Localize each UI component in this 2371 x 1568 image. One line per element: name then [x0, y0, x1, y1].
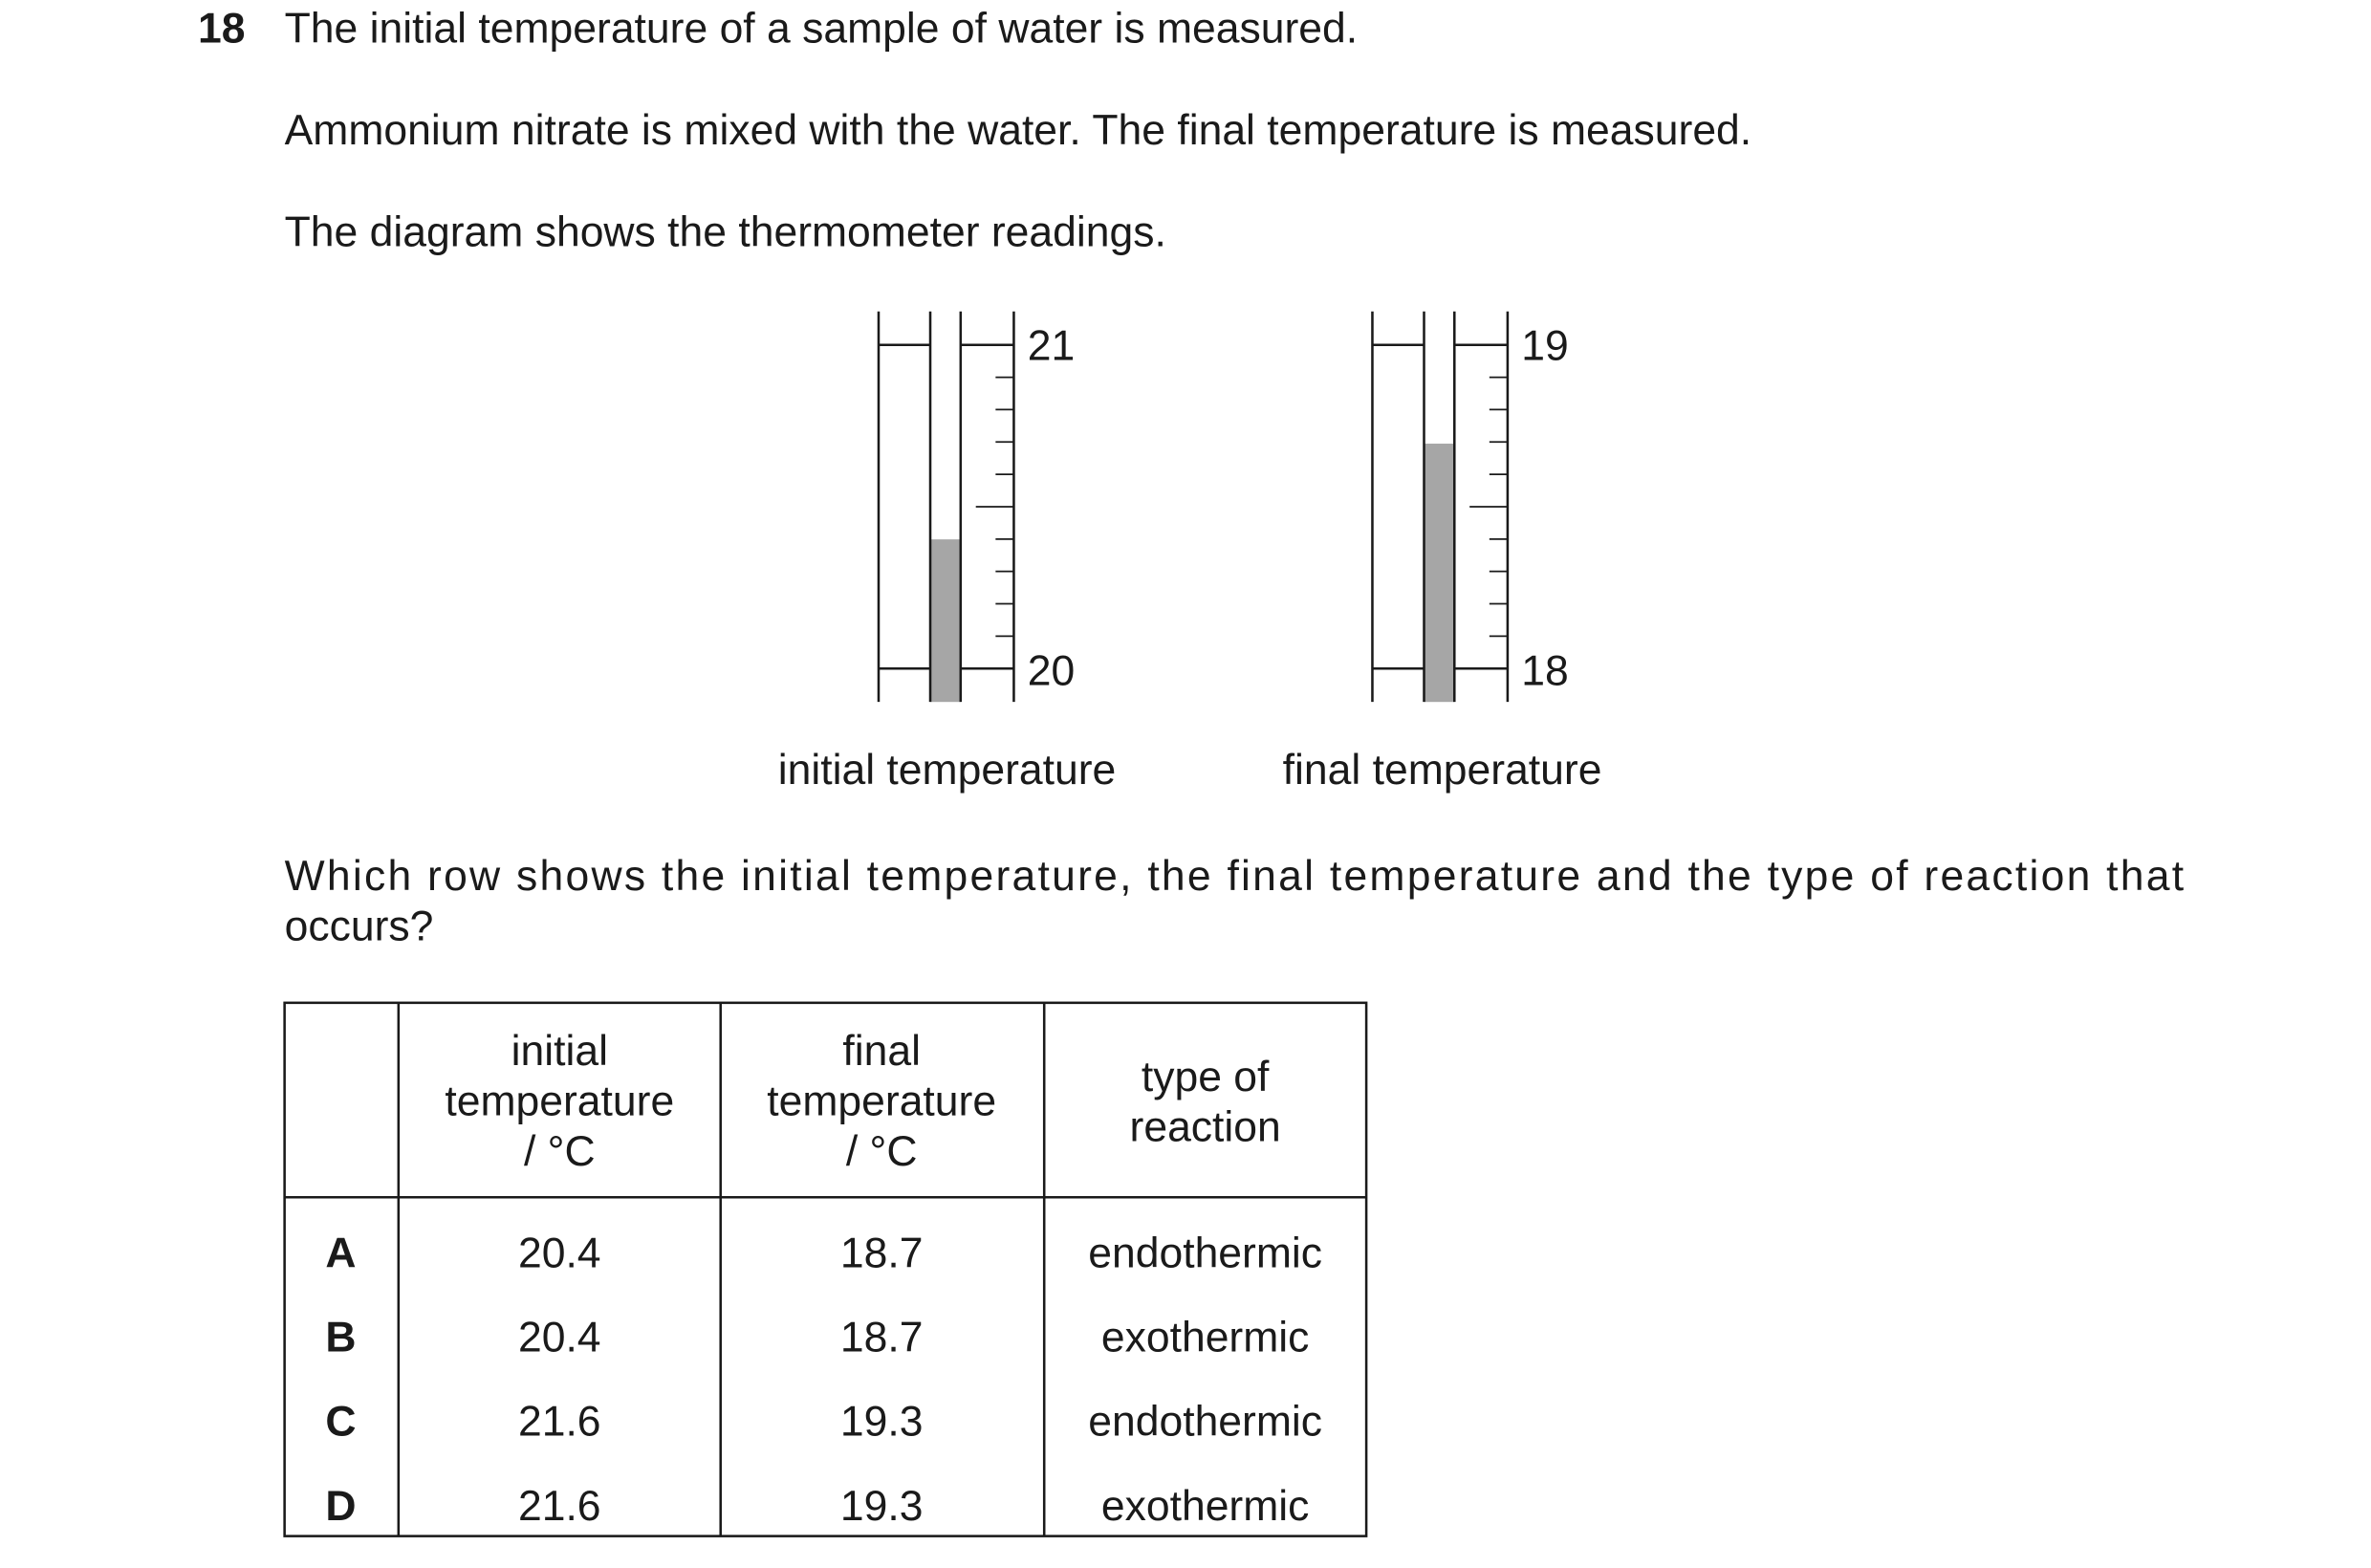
- table-header: final: [842, 1028, 921, 1075]
- table-body: A 20.4 18.7 endothermic B 20.4 18.7 exothermic C…: [325, 1230, 1322, 1530]
- table-cell: exothermic: [1101, 1315, 1310, 1361]
- table-border: [283, 1001, 1368, 1537]
- option-letter: D: [325, 1483, 356, 1530]
- scale-label: 21: [1028, 323, 1075, 370]
- thermometer-caption: final temperature: [1283, 747, 1602, 794]
- table-cell: 19.3: [840, 1483, 924, 1530]
- table-header: / °C: [524, 1128, 596, 1175]
- prompt-text: occurs?: [285, 904, 434, 950]
- table-cell: 20.4: [518, 1315, 601, 1361]
- scale-label: 18: [1521, 648, 1568, 695]
- table-header: initial: [511, 1028, 608, 1075]
- thermometer-diagram: 21 20 19 18: [877, 311, 1569, 703]
- table-cell: 21.6: [518, 1399, 601, 1446]
- table-cell: 18.7: [840, 1230, 924, 1276]
- thermometer-caption: initial temperature: [778, 747, 1117, 794]
- table-cell: endothermic: [1088, 1230, 1322, 1276]
- table-cell: 20.4: [518, 1230, 601, 1276]
- table-cell: 19.3: [840, 1399, 924, 1446]
- option-letter: C: [325, 1399, 356, 1446]
- option-letter: B: [325, 1315, 356, 1361]
- prompt-text: Which row shows the initial temperature,…: [285, 853, 2185, 900]
- table-header: temperature: [445, 1078, 674, 1124]
- table-cell: 21.6: [518, 1483, 601, 1530]
- mercury: [930, 539, 961, 703]
- question-text: Ammonium nitrate is mixed with the water…: [285, 107, 1752, 154]
- question-text: The initial temperature of a sample of w…: [285, 5, 1359, 52]
- table-cell: endothermic: [1088, 1399, 1322, 1446]
- table-cell: exothermic: [1101, 1483, 1310, 1530]
- table-header: type of: [1142, 1054, 1270, 1100]
- scale-label: 19: [1521, 323, 1568, 370]
- table-cell: 18.7: [840, 1315, 924, 1361]
- option-letter: A: [325, 1230, 356, 1276]
- scale-label: 20: [1028, 648, 1075, 695]
- table-header: reaction: [1130, 1103, 1281, 1150]
- table-header: / °C: [846, 1128, 918, 1175]
- mercury: [1424, 444, 1455, 703]
- question-text: The diagram shows the thermometer readin…: [285, 208, 1166, 255]
- answer-table: initial temperature / °C final temperatu…: [283, 1001, 1368, 1537]
- table-header: temperature: [767, 1078, 996, 1124]
- question-number: 18: [198, 5, 245, 52]
